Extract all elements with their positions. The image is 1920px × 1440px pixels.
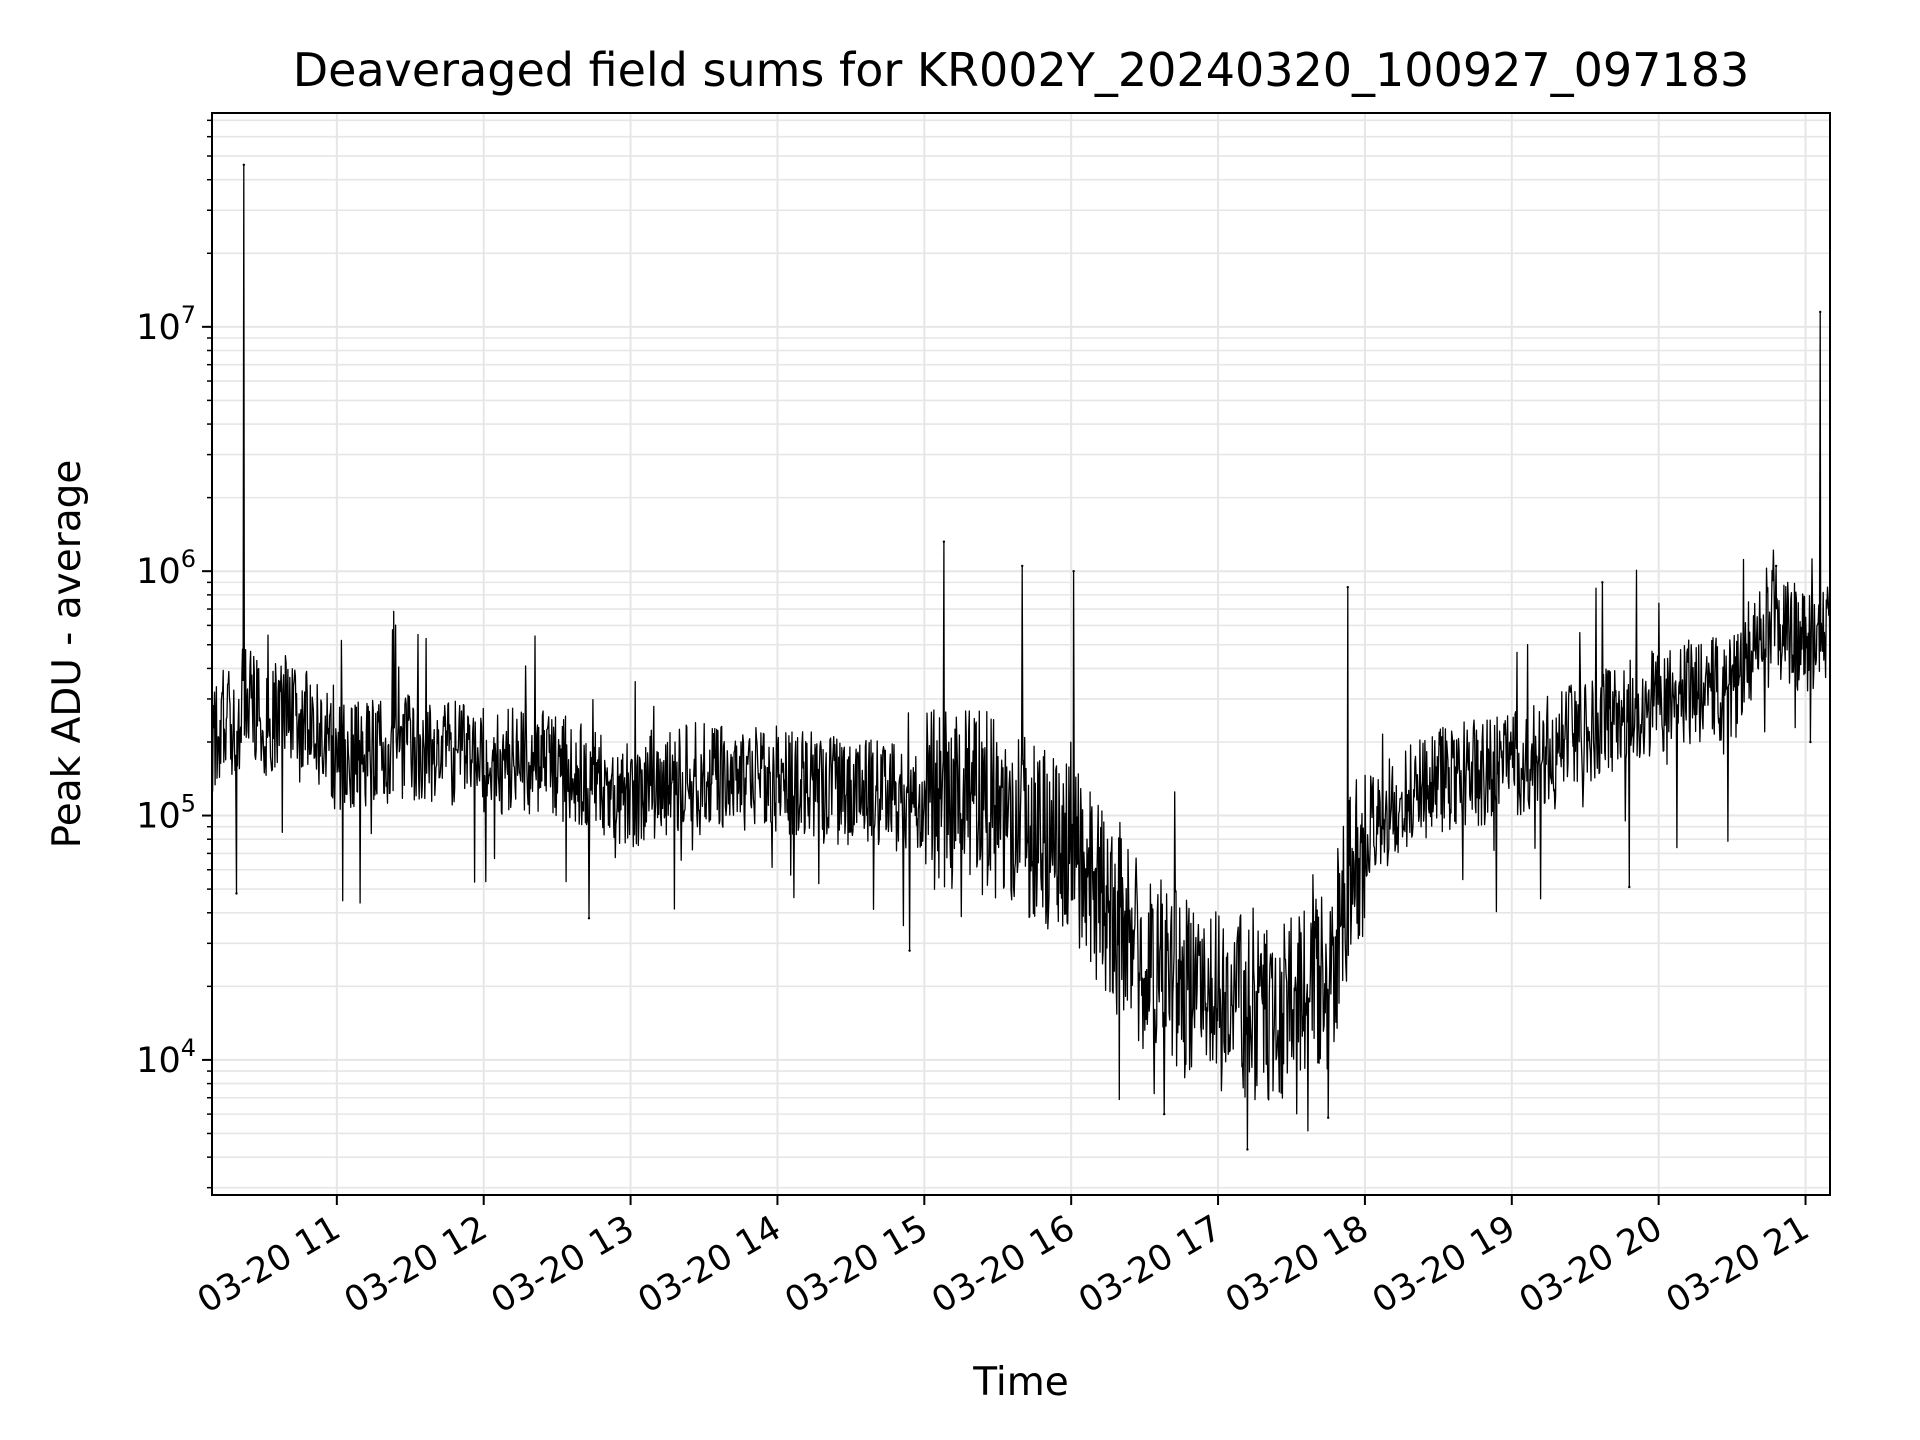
spike-point	[1601, 581, 1604, 584]
dip-point	[1628, 885, 1631, 889]
y-tick-label-base: 10	[136, 1041, 181, 1081]
grid	[212, 113, 1830, 1195]
spike-point	[1072, 569, 1075, 573]
dip-point	[1326, 1116, 1330, 1119]
y-tick-label-exponent: 7	[181, 301, 196, 329]
y-tick-label-exponent: 5	[181, 790, 196, 818]
spike-point	[942, 540, 946, 543]
y-tick-label: 107	[136, 301, 196, 348]
y-tick-label: 105	[136, 790, 196, 837]
dip-point	[1246, 1148, 1249, 1151]
spike-point	[1819, 310, 1822, 314]
y-tick-label: 106	[136, 545, 196, 592]
plot-frame	[211, 112, 1831, 1196]
y-tick-label-exponent: 4	[181, 1034, 196, 1062]
series-line	[211, 164, 1831, 1151]
spike-point	[242, 163, 246, 167]
spike-point	[1021, 564, 1024, 568]
y-tick-label-exponent: 6	[181, 545, 196, 573]
x-axis-label: Time	[972, 1360, 1068, 1405]
dip-point	[908, 949, 911, 952]
dip-point	[1162, 1112, 1166, 1116]
y-tick-label-base: 10	[136, 797, 181, 837]
spike-point	[1774, 564, 1778, 568]
y-tick-label-base: 10	[136, 308, 181, 348]
y-tick-label: 104	[136, 1034, 196, 1081]
y-tick-label-base: 10	[136, 552, 181, 592]
dip-point	[1809, 740, 1812, 744]
series-group	[211, 163, 1831, 1151]
spike-point	[1346, 585, 1349, 589]
y-axis-label: Peak ADU - average	[45, 460, 90, 849]
dip-point	[587, 917, 591, 920]
chart-title: Deaveraged field sums for KR002Y_2024032…	[293, 43, 1749, 97]
dip-point	[235, 892, 238, 895]
